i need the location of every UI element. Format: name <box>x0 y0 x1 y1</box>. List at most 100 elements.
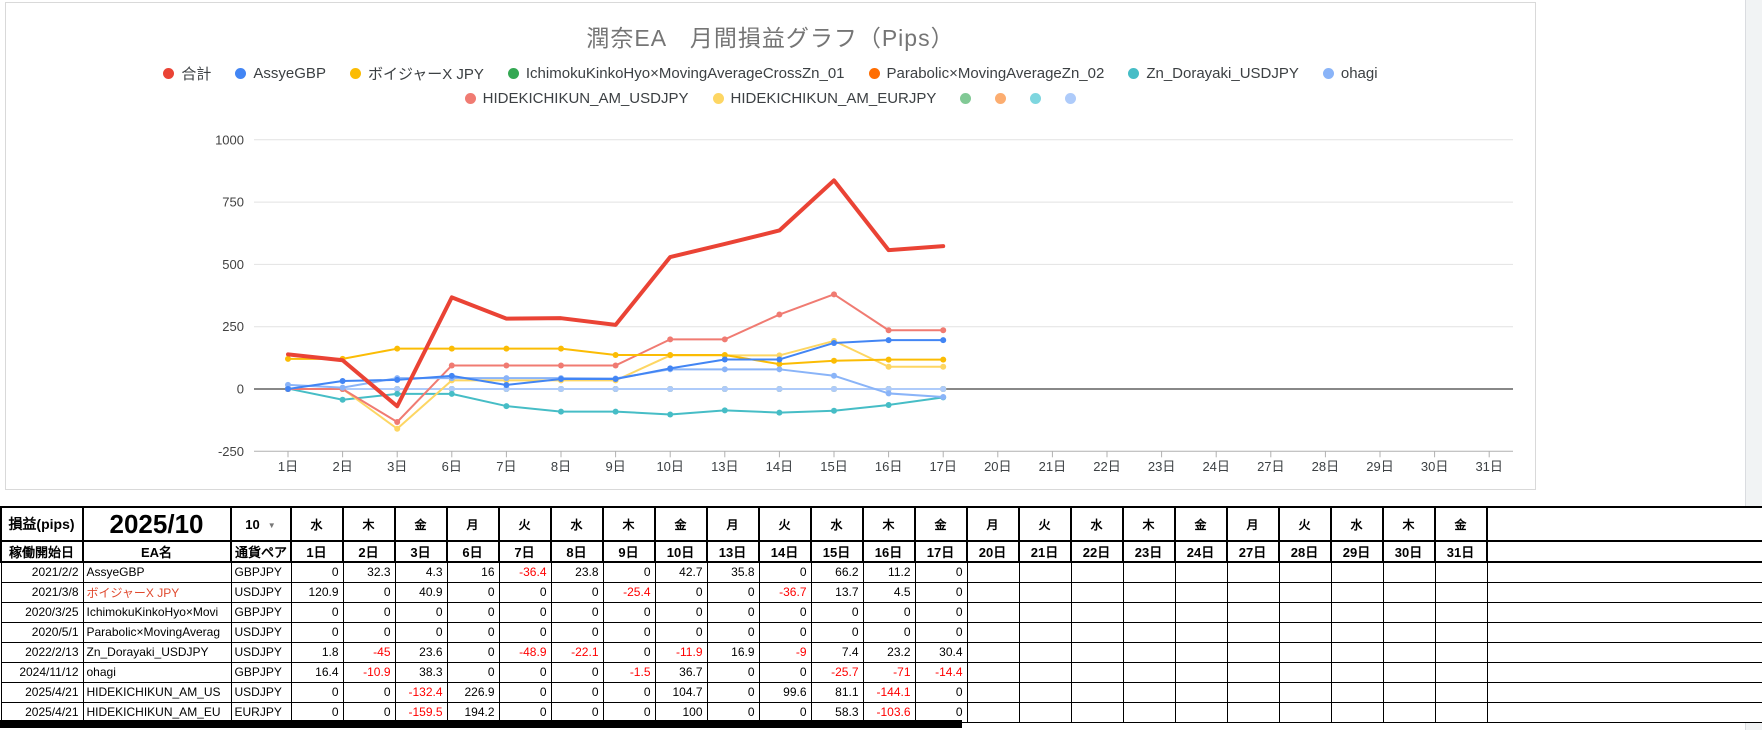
empty-header-cell[interactable] <box>1486 506 1762 542</box>
value-cell[interactable]: 120.9 <box>290 581 344 603</box>
day-header-cell[interactable]: 27日 <box>1226 540 1280 563</box>
value-cell[interactable] <box>1434 621 1488 643</box>
value-cell[interactable] <box>1174 561 1228 583</box>
value-cell[interactable]: 0 <box>914 681 968 703</box>
value-cell[interactable] <box>1174 701 1228 723</box>
line-chart-plot[interactable]: 1000 750 500 250 0 -250 1日 2日 3日 6日 7日 8日 9日 10日 13日 14… <box>6 3 1535 489</box>
value-cell[interactable] <box>1174 641 1228 663</box>
value-cell[interactable] <box>1226 641 1280 663</box>
value-cell[interactable]: 194.2 <box>446 701 500 723</box>
value-cell[interactable]: 0 <box>498 581 552 603</box>
weekday-header-cell[interactable]: 月 <box>446 506 500 542</box>
value-cell[interactable]: 0 <box>914 581 968 603</box>
day-header-cell[interactable]: 7日 <box>498 540 552 563</box>
value-cell[interactable] <box>1226 601 1280 623</box>
value-cell[interactable] <box>1070 601 1124 623</box>
day-header-cell[interactable]: 3日 <box>394 540 448 563</box>
series-AssyeGBP[interactable] <box>285 337 947 392</box>
value-cell[interactable]: 0 <box>498 701 552 723</box>
value-cell[interactable]: 0 <box>602 701 656 723</box>
value-cell[interactable] <box>1018 661 1072 683</box>
value-cell[interactable]: 4.3 <box>394 561 448 583</box>
value-cell[interactable]: 104.7 <box>654 681 708 703</box>
value-cell[interactable] <box>1382 701 1436 723</box>
value-cell[interactable]: 0 <box>498 621 552 643</box>
weekday-header-cell[interactable]: 金 <box>914 506 968 542</box>
empty-cell[interactable] <box>1486 581 1762 603</box>
pair-cell[interactable]: USDJPY <box>230 621 292 643</box>
value-cell[interactable]: 0 <box>550 601 604 623</box>
value-cell[interactable]: 0 <box>706 601 760 623</box>
day-header-cell[interactable]: 1日 <box>290 540 344 563</box>
value-cell[interactable]: -1.5 <box>602 661 656 683</box>
value-cell[interactable]: -36.4 <box>498 561 552 583</box>
weekday-header-cell[interactable]: 木 <box>342 506 396 542</box>
ea-name-cell[interactable]: IchimokuKinkoHyo×Movi <box>82 601 232 623</box>
value-cell[interactable]: 0 <box>602 621 656 643</box>
value-cell[interactable] <box>1278 641 1332 663</box>
value-cell[interactable]: -103.6 <box>862 701 916 723</box>
value-cell[interactable] <box>1330 581 1384 603</box>
value-cell[interactable]: 16.4 <box>290 661 344 683</box>
legend-item[interactable]: ohagi <box>1322 65 1378 82</box>
day-header-cell[interactable]: 23日 <box>1122 540 1176 563</box>
pair-cell[interactable]: USDJPY <box>230 581 292 603</box>
value-cell[interactable] <box>1382 601 1436 623</box>
value-cell[interactable]: -45 <box>342 641 396 663</box>
weekday-header-cell[interactable]: 水 <box>810 506 864 542</box>
value-cell[interactable] <box>1070 641 1124 663</box>
value-cell[interactable]: 36.7 <box>654 661 708 683</box>
empty-cell[interactable] <box>1486 561 1762 583</box>
start-date-header[interactable]: 稼働開始日 <box>0 540 84 563</box>
legend-item[interactable]: Zn_Dorayaki_USDJPY <box>1128 65 1299 82</box>
value-cell[interactable]: 0 <box>550 661 604 683</box>
value-cell[interactable] <box>1330 621 1384 643</box>
day-header-cell[interactable]: 21日 <box>1018 540 1072 563</box>
ea-name-cell[interactable]: ohagi <box>82 661 232 683</box>
value-cell[interactable]: 0 <box>758 601 812 623</box>
empty-cell[interactable] <box>1486 601 1762 623</box>
value-cell[interactable]: 0 <box>706 581 760 603</box>
value-cell[interactable] <box>1122 681 1176 703</box>
value-cell[interactable] <box>1018 561 1072 583</box>
value-cell[interactable]: 0 <box>342 581 396 603</box>
day-header-cell[interactable]: 30日 <box>1382 540 1436 563</box>
legend-item[interactable]: IchimokuKinkoHyo×MovingAverageCrossZn_01 <box>507 65 845 82</box>
value-cell[interactable] <box>1122 601 1176 623</box>
value-cell[interactable] <box>1122 641 1176 663</box>
value-cell[interactable] <box>966 561 1020 583</box>
value-cell[interactable] <box>1278 561 1332 583</box>
value-cell[interactable] <box>1330 661 1384 683</box>
value-cell[interactable] <box>1174 661 1228 683</box>
start-date-cell[interactable]: 2021/2/2 <box>0 561 84 583</box>
value-cell[interactable] <box>1018 681 1072 703</box>
weekday-header-cell[interactable]: 金 <box>1174 506 1228 542</box>
value-cell[interactable] <box>1122 621 1176 643</box>
day-header-cell[interactable]: 31日 <box>1434 540 1488 563</box>
value-cell[interactable]: 226.9 <box>446 681 500 703</box>
value-cell[interactable] <box>1226 561 1280 583</box>
value-cell[interactable] <box>1174 681 1228 703</box>
value-cell[interactable]: 13.7 <box>810 581 864 603</box>
day-header-cell[interactable]: 10日 <box>654 540 708 563</box>
value-cell[interactable]: 0 <box>914 601 968 623</box>
value-cell[interactable]: 35.8 <box>706 561 760 583</box>
value-cell[interactable]: 0 <box>446 661 500 683</box>
value-cell[interactable]: 32.3 <box>342 561 396 583</box>
series-合計[interactable] <box>286 178 946 409</box>
value-cell[interactable] <box>1434 701 1488 723</box>
value-cell[interactable] <box>966 701 1020 723</box>
value-cell[interactable]: -159.5 <box>394 701 448 723</box>
value-cell[interactable] <box>1070 701 1124 723</box>
start-date-cell[interactable]: 2025/4/21 <box>0 701 84 723</box>
value-cell[interactable]: 0 <box>498 601 552 623</box>
weekday-header-cell[interactable]: 水 <box>1070 506 1124 542</box>
value-cell[interactable]: -11.9 <box>654 641 708 663</box>
value-cell[interactable]: 0 <box>654 581 708 603</box>
value-cell[interactable]: 0 <box>446 641 500 663</box>
value-cell[interactable] <box>1070 621 1124 643</box>
day-header-cell[interactable]: 2日 <box>342 540 396 563</box>
empty-cell[interactable] <box>1486 641 1762 663</box>
value-cell[interactable] <box>1434 661 1488 683</box>
day-header-cell[interactable]: 13日 <box>706 540 760 563</box>
